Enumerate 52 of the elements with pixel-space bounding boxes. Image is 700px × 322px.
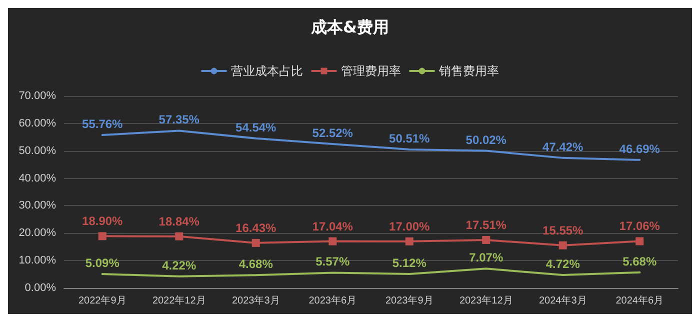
y-tick-label: 20.00% [18, 227, 56, 240]
x-tick-label: 2023年3月 [232, 294, 280, 306]
data-label: 7.07% [469, 250, 504, 265]
data-label: 17.00% [389, 219, 430, 234]
point [558, 241, 567, 250]
chart-title: 成本&费用 [310, 18, 389, 36]
y-tick-label: 60.00% [18, 117, 56, 130]
x-tick-label: 2023年6月 [308, 294, 357, 306]
data-label: 16.43% [236, 220, 277, 235]
legend-label: 营业成本占比 [231, 64, 303, 78]
y-tick-label: 40.00% [18, 172, 56, 184]
data-label: 17.06% [619, 219, 660, 234]
x-tick-label: 2022年9月 [78, 294, 126, 306]
data-label: 46.69% [619, 142, 660, 156]
x-tick-label: 2022年12月 [152, 294, 206, 306]
x-tick-label: 2023年9月 [385, 294, 434, 306]
data-label: 4.22% [162, 258, 196, 272]
point [98, 232, 106, 240]
x-tick-label: 2024年3月 [538, 294, 587, 306]
point [175, 232, 184, 240]
data-label: 17.51% [466, 218, 507, 232]
data-label: 4.68% [238, 257, 274, 272]
point [482, 236, 490, 244]
y-tick-label: 0.00% [24, 282, 56, 294]
data-label: 55.76% [82, 117, 124, 132]
data-label: 54.54% [236, 120, 277, 134]
data-label: 50.02% [466, 132, 507, 147]
data-label: 17.04% [312, 219, 354, 234]
data-label: 4.72% [546, 257, 580, 272]
data-label: 18.84% [158, 214, 200, 228]
data-label: 15.55% [542, 223, 584, 238]
legend-label: 销售费用率 [438, 64, 499, 78]
x-tick-label: 2024年6月 [616, 294, 664, 306]
data-label: 5.57% [316, 254, 350, 269]
data-label: 57.35% [158, 112, 200, 127]
data-label: 5.68% [622, 254, 657, 268]
point [405, 237, 414, 246]
y-tick-label: 50.00% [18, 144, 56, 157]
point [252, 238, 260, 247]
y-tick-label: 10.00% [18, 254, 56, 267]
data-label: 47.42% [542, 140, 584, 154]
data-label: 5.12% [392, 256, 427, 270]
y-tick-label: 70.00% [18, 90, 56, 102]
data-label: 50.51% [389, 131, 430, 146]
point [328, 237, 337, 246]
x-tick-label: 2023年12月 [459, 294, 513, 306]
point [636, 237, 644, 246]
data-label: 52.52% [312, 126, 354, 140]
legend-label: 管理费用率 [341, 64, 401, 78]
y-tick-label: 30.00% [18, 200, 56, 212]
data-label: 18.90% [82, 214, 124, 228]
data-label: 5.09% [85, 256, 120, 270]
